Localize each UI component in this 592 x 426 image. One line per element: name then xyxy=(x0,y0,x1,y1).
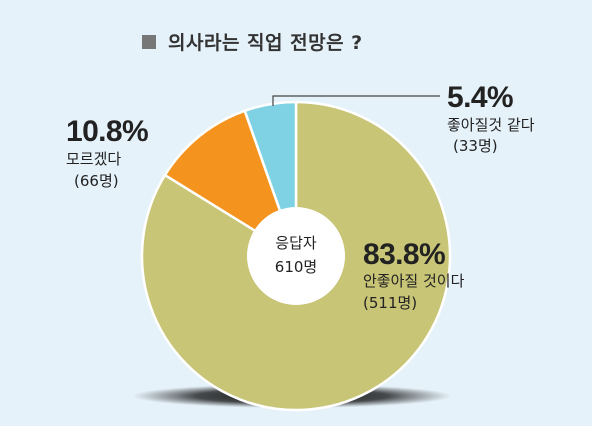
pct-better: 5.4% xyxy=(447,81,513,114)
center-label: 응답자 xyxy=(275,234,317,252)
chart-title: 의사라는 직업 전망은 ? xyxy=(168,32,363,54)
leader-line-better xyxy=(272,95,440,106)
label-better: 좋아질것 같다 xyxy=(447,116,535,134)
title-marker-icon xyxy=(142,34,156,49)
count-unknown: (66명) xyxy=(74,172,119,190)
center-value: 610명 xyxy=(275,258,317,276)
count-worse: (511명) xyxy=(363,294,417,312)
pie-center-hole xyxy=(247,207,345,305)
label-unknown: 모르겠다 xyxy=(66,150,121,168)
pct-unknown: 10.8% xyxy=(66,115,148,148)
count-better: (33명) xyxy=(453,137,498,155)
label-worse: 안좋아질 것이다 xyxy=(363,272,465,290)
chart-header: 의사라는 직업 전망은 ? xyxy=(142,28,363,55)
pct-worse: 83.8% xyxy=(363,238,445,271)
